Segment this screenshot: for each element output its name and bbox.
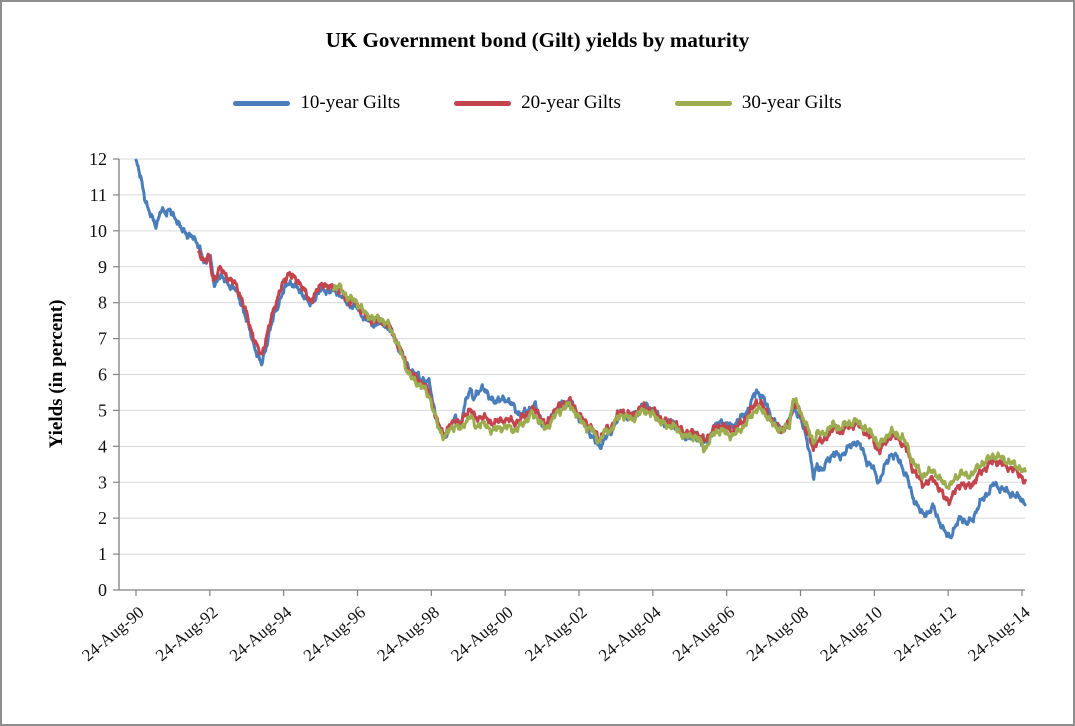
x-tick-label: 24-Aug-92 [152, 603, 221, 666]
series-line-10-year-gilts [134, 158, 1027, 540]
y-tick-label: 3 [98, 472, 107, 492]
y-tick-label: 6 [98, 365, 107, 385]
legend-label: 20-year Gilts [521, 92, 621, 113]
y-tick-label: 0 [98, 580, 107, 600]
y-tick-label: 4 [98, 436, 107, 456]
y-tick-label: 7 [98, 329, 107, 349]
y-tick-label: 1 [98, 544, 107, 564]
x-tick-label: 24-Aug-12 [890, 603, 959, 666]
x-tick-label: 24-Aug-90 [78, 603, 147, 666]
y-tick-label: 9 [98, 257, 107, 277]
line-swatch-icon [233, 100, 291, 106]
x-tick-label: 24-Aug-96 [300, 603, 369, 666]
x-tick-label: 24-Aug-14 [964, 602, 1034, 665]
y-tick-label: 8 [98, 293, 107, 313]
x-tick-label: 24-Aug-06 [669, 603, 738, 666]
x-tick-label: 24-Aug-94 [226, 602, 296, 665]
legend-label: 30-year Gilts [741, 92, 842, 113]
series-line-30-year-gilts [332, 282, 1027, 491]
y-tick-label: 10 [89, 221, 107, 241]
chart-title: UK Government bond (Gilt) yields by matu… [325, 28, 750, 52]
x-tick-label: 24-Aug-10 [817, 603, 886, 666]
y-axis-title: Yields (in percent) [46, 299, 67, 449]
line-swatch-icon [674, 100, 732, 106]
legend-item: 10-year Gilts [233, 92, 400, 114]
legend-item: 30-year Gilts [674, 92, 842, 114]
x-tick-label: 24-Aug-08 [743, 603, 812, 666]
x-tick-label: 24-Aug-00 [447, 603, 516, 666]
line-swatch-icon [454, 100, 512, 106]
legend-label: 10-year Gilts [300, 92, 401, 113]
y-tick-label: 5 [98, 400, 107, 420]
x-tick-label: 24-Aug-04 [595, 602, 665, 665]
x-tick-label: 24-Aug-02 [521, 603, 590, 666]
x-tick-label: 24-Aug-98 [374, 603, 443, 666]
y-tick-label: 12 [89, 149, 107, 169]
y-tick-label: 11 [90, 185, 107, 205]
legend: 10-year Gilts 20-year Gilts 30-year Gilt… [2, 92, 1073, 114]
y-tick-label: 2 [98, 508, 107, 528]
legend-item: 20-year Gilts [454, 92, 621, 114]
